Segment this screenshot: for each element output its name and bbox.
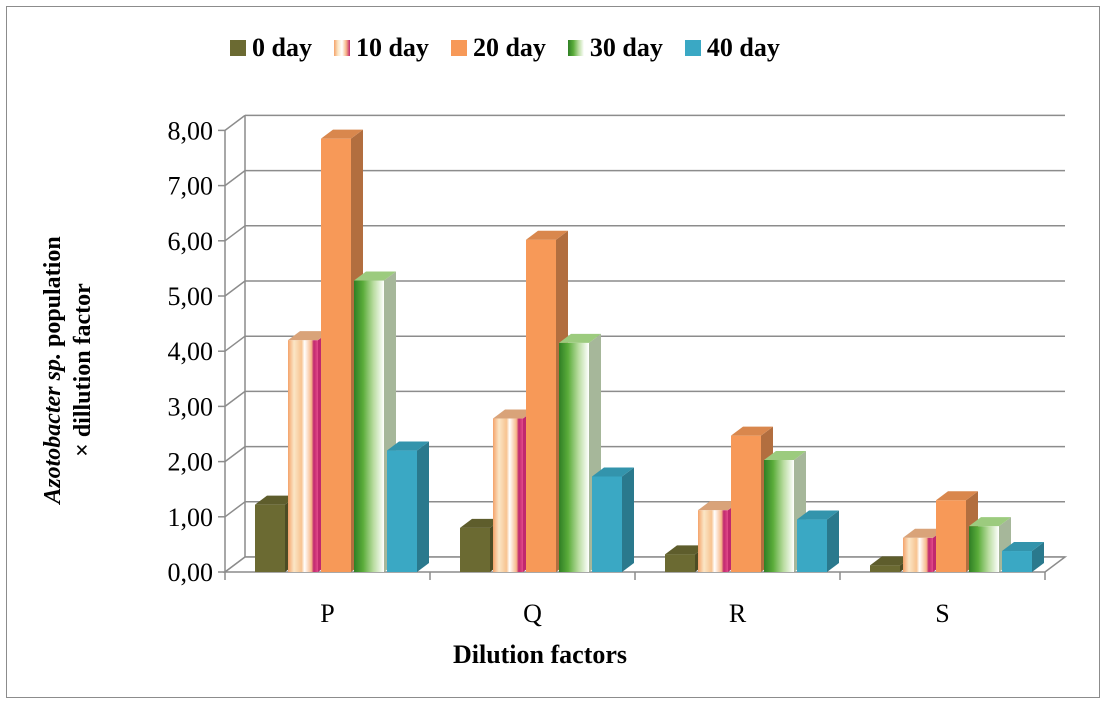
bar — [1002, 542, 1044, 572]
x-category-label: P — [320, 599, 334, 628]
legend-swatch — [230, 40, 246, 56]
legend-label: 20 day — [472, 33, 546, 62]
bars — [255, 129, 1044, 573]
y-axis-title: Azotobacter sp. population × dillution f… — [38, 140, 98, 600]
y-axis-title-line2: × dillution factor — [70, 283, 96, 457]
gridline-side — [224, 446, 246, 463]
legend-item: 20 day — [450, 33, 546, 63]
y-axis-ticks: 0,00 1,00 2,00 3,00 4,00 5,00 6,00 7,00 8,00 — [168, 116, 214, 587]
gridline-side — [224, 335, 246, 352]
y-tick-label: 6,00 — [168, 227, 214, 256]
y-tick-label: 7,00 — [168, 172, 214, 201]
bar — [387, 441, 429, 572]
x-axis-categories: P Q R S — [320, 599, 949, 628]
legend-swatch — [450, 40, 467, 56]
legend-label: 40 day — [706, 33, 780, 62]
legend-item: 0 day — [230, 33, 312, 63]
legend-item: 40 day — [684, 33, 780, 63]
x-category-label: Q — [523, 599, 542, 628]
gridline-side — [224, 170, 246, 187]
x-category-label: S — [935, 599, 949, 628]
legend-label: 10 day — [355, 33, 429, 62]
bar — [764, 450, 806, 572]
legend-swatch — [333, 40, 350, 56]
gridline-side — [224, 114, 246, 131]
legend-label: 0 day — [252, 33, 312, 62]
legend-swatch — [567, 40, 584, 56]
gridlines — [218, 114, 1068, 580]
y-tick-label: 4,00 — [168, 337, 214, 366]
legend-label: 30 day — [589, 33, 663, 62]
y-tick-label: 0,00 — [168, 558, 214, 587]
legend: 0 day 10 day 20 day 30 day 40 day — [230, 30, 780, 66]
gridline-side — [224, 225, 246, 242]
y-tick-label: 3,00 — [168, 392, 214, 421]
legend-item: 30 day — [567, 33, 663, 63]
y-axis-title-italic: Azotobacter sp. — [40, 353, 66, 504]
bar — [592, 467, 634, 572]
x-category-label: R — [729, 599, 747, 628]
gridline-side — [224, 280, 246, 297]
y-axis-title-rest: population — [40, 236, 66, 354]
gridline-side — [224, 390, 246, 407]
legend-item: 10 day — [333, 33, 429, 63]
bar — [797, 510, 839, 572]
y-tick-label: 5,00 — [168, 282, 214, 311]
y-tick-label: 2,00 — [168, 448, 214, 477]
gridline-side — [224, 501, 246, 518]
y-tick-label: 1,00 — [168, 503, 214, 532]
legend-swatch — [684, 40, 701, 56]
y-tick-label: 8,00 — [168, 116, 214, 145]
x-axis-title: Dilution factors — [452, 640, 628, 669]
